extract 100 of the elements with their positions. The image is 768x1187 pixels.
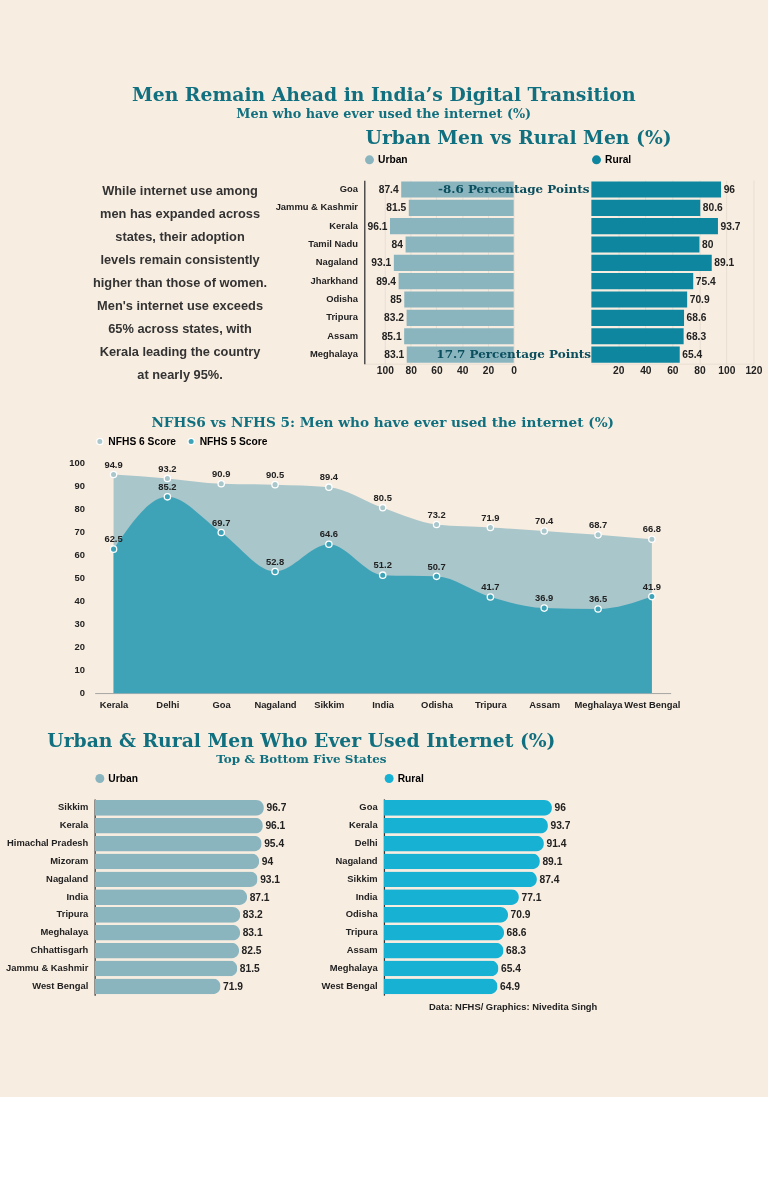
data-label: 85.1 xyxy=(381,330,402,342)
data-label: 71.9 xyxy=(223,980,244,992)
y-tick-label: Tamil Nadu xyxy=(308,239,359,250)
data-label: 83.2 xyxy=(242,909,264,921)
data-label: 71.9 xyxy=(481,512,500,523)
y-tick-label: Meghalaya xyxy=(40,927,90,938)
x-tick-label: 100 xyxy=(718,364,736,376)
x-tick-label: 0 xyxy=(511,364,518,376)
x-tick-label: 20 xyxy=(613,364,625,376)
point xyxy=(325,483,333,491)
data-label: 89.1 xyxy=(542,855,563,867)
data-label: 81.5 xyxy=(239,962,261,974)
point xyxy=(163,474,172,483)
point xyxy=(109,470,118,479)
data-label: 80 xyxy=(702,238,714,250)
legend-label: Rural xyxy=(397,772,424,784)
data-label: 70.4 xyxy=(535,516,555,527)
data-label: 96 xyxy=(554,802,567,814)
data-label: 80.6 xyxy=(702,202,724,214)
y-tick-label: Goa xyxy=(339,184,359,195)
y-tick-label: Chhattisgarh xyxy=(30,945,89,956)
data-label: 96 xyxy=(723,183,736,195)
y-tick-label: Tripura xyxy=(56,909,90,920)
bar xyxy=(94,817,263,834)
data-label: 51.2 xyxy=(373,560,392,571)
legend-label: Rural xyxy=(605,154,632,166)
y-tick-label: India xyxy=(66,891,90,902)
bar xyxy=(94,942,240,959)
text: Men who have ever used the internet (%) xyxy=(236,105,532,121)
point xyxy=(217,479,226,488)
y-tick-label: Nagaland xyxy=(46,873,89,884)
text: Data: NFHS/ Graphics: Nivedita Singh xyxy=(429,1001,598,1012)
data-label: 68.3 xyxy=(506,945,527,957)
data-label: 89.1 xyxy=(714,257,735,269)
y-tick-label: Kerala xyxy=(59,820,90,831)
data-label: 68.6 xyxy=(686,312,707,324)
legend-label: NFHS 6 Score xyxy=(108,435,177,447)
x-tick-label: 60 xyxy=(667,364,679,376)
x-tick-label: 100 xyxy=(376,364,395,376)
x-tick-label: 80 xyxy=(694,364,706,376)
x-tick-label: 60 xyxy=(431,364,443,376)
data-label: 73.2 xyxy=(427,509,446,520)
point xyxy=(271,480,279,489)
data-label: 68.7 xyxy=(588,520,608,531)
bar xyxy=(384,835,544,852)
point xyxy=(594,605,602,613)
y-tick-label: 40 xyxy=(74,595,85,606)
data-label: 93.7 xyxy=(720,220,741,232)
data-label: 96.1 xyxy=(367,220,388,232)
chart-title: NFHS6 vs NFHS 5: Men who have ever used the internet (%) xyxy=(151,413,615,430)
y-tick-label: Jharkhand xyxy=(310,275,359,286)
point xyxy=(271,567,279,576)
y-tick-label: Kerala xyxy=(329,220,359,231)
data-label: 93.1 xyxy=(371,257,392,269)
y-tick-label: Jammu & Kashmir xyxy=(275,202,359,213)
bar xyxy=(404,328,514,345)
y-tick-label: Meghalaya xyxy=(329,963,379,974)
x-tick-label: Kerala xyxy=(99,700,130,711)
point xyxy=(378,503,387,512)
y-tick-label: Goa xyxy=(359,802,379,813)
bar xyxy=(591,328,684,345)
y-tick-label: 20 xyxy=(74,642,85,653)
x-tick-label: 40 xyxy=(456,364,469,376)
data-label: 96.7 xyxy=(266,802,287,814)
bar xyxy=(384,853,540,870)
bar xyxy=(591,199,701,216)
bar xyxy=(408,199,514,216)
bar xyxy=(94,907,241,923)
y-tick-label: 90 xyxy=(74,480,85,491)
data-label: 36.9 xyxy=(535,593,554,604)
y-tick-label: Assam xyxy=(327,330,358,341)
point xyxy=(540,604,549,612)
bar xyxy=(384,978,498,995)
data-label: 75.4 xyxy=(695,275,717,287)
y-tick-label: Kerala xyxy=(348,820,379,831)
x-tick-label: 120 xyxy=(745,364,763,376)
point xyxy=(594,531,602,539)
bar xyxy=(591,273,694,290)
bar xyxy=(406,309,514,326)
bar xyxy=(94,800,264,816)
y-tick-label: Odisha xyxy=(326,294,359,305)
data-label: 83.1 xyxy=(242,927,263,939)
bar xyxy=(94,889,248,905)
point xyxy=(486,593,495,601)
data-label: 41.7 xyxy=(481,582,500,593)
data-label: 90.5 xyxy=(265,469,285,480)
y-tick-label: Nagaland xyxy=(315,257,359,268)
text: While internet use among men has expanded across states, their adoption levels remain consistently higher than those of women. Men's internet use exceeds 65% across states, with Kerala leading the country at nearly 95%. xyxy=(92,182,268,383)
bar xyxy=(94,835,262,852)
bar xyxy=(393,254,514,271)
point xyxy=(648,592,656,601)
data-label: 70.9 xyxy=(510,909,531,921)
point xyxy=(109,545,118,553)
bar xyxy=(591,291,688,308)
data-label: 84 xyxy=(391,238,404,250)
data-label: 85 xyxy=(390,293,403,305)
bar xyxy=(94,853,260,870)
data-label: 81.5 xyxy=(386,202,407,214)
bar xyxy=(94,960,238,977)
x-tick-label: 80 xyxy=(405,364,418,376)
